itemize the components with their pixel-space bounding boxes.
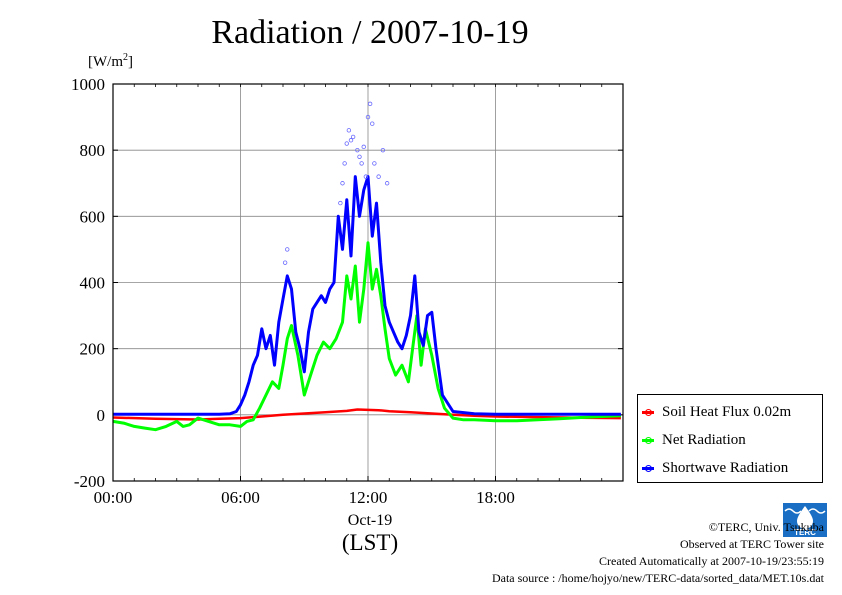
soil-heat-flux-line	[112, 408, 621, 421]
y-unit-sup: 2	[123, 52, 128, 63]
shortwave-scatter-point	[376, 174, 381, 179]
y-tick-label: 400	[80, 274, 106, 293]
net-radiation-line	[112, 241, 621, 432]
shortwave-scatter-point	[359, 161, 364, 166]
credit-site: Observed at TERC Tower site	[679, 537, 824, 551]
credit-source: Data source : /home/hojyo/new/TERC-data/…	[491, 571, 824, 585]
shortwave-scatter-point	[285, 247, 290, 252]
legend-swatch-soil-heat-flux	[642, 408, 654, 416]
shortwave-scatter-point	[340, 181, 345, 186]
shortwave-scatter-point	[372, 161, 377, 166]
y-unit-end: ]	[128, 54, 133, 70]
terc-logo-icon: TERC	[783, 503, 827, 537]
shortwave-scatter-point	[282, 260, 288, 265]
shortwave-scatter-point	[384, 181, 390, 186]
x-tick-label: 00:00	[94, 488, 133, 507]
shortwave-scatter-point	[365, 114, 371, 120]
y-tick-label: -200	[74, 472, 105, 491]
y-tick-label: 0	[97, 406, 106, 425]
x-tick-label: 12:00	[349, 488, 388, 507]
legend-item-soil-heat-flux: Soil Heat Flux 0.02m	[642, 401, 791, 423]
shortwave-scatter-point	[380, 147, 386, 153]
y-tick-label: 800	[80, 141, 106, 160]
y-tick-label: 200	[80, 340, 106, 359]
shortwave-scatter-point	[342, 161, 347, 166]
credit-created: Created Automatically at 2007-10-19/23:5…	[599, 554, 824, 568]
x-tick-label: 18:00	[476, 488, 515, 507]
shortwave-scatter-point	[370, 121, 375, 126]
shortwave-scatter-point	[348, 138, 354, 143]
chart-legend: Soil Heat Flux 0.02m Net Radiation Short…	[637, 394, 823, 483]
plot-frame	[112, 83, 624, 482]
credit-copyright: ©TERC, Univ. Tsukuba	[708, 520, 824, 534]
y-unit-base: [W/m	[88, 54, 123, 70]
shortwave-radiation-line	[113, 175, 621, 416]
y-tick-label: 1000	[71, 75, 105, 94]
shortwave-scatter-point	[363, 174, 369, 179]
shortwave-scatter-point	[338, 200, 343, 206]
shortwave-scatter-point	[357, 154, 362, 159]
credits: ©TERC, Univ. Tsukuba Observed at TERC To…	[492, 519, 824, 587]
legend-item-net-radiation: Net Radiation	[642, 429, 746, 451]
x-axis-label: (LST)	[341, 530, 399, 555]
x-tick-label: 06:00	[221, 488, 260, 507]
legend-item-shortwave-radiation: Shortwave Radiation	[642, 457, 788, 479]
y-axis-unit-label: [W/m2]	[88, 52, 133, 71]
legend-swatch-net-radiation	[642, 436, 654, 444]
shortwave-scatter-point	[361, 144, 366, 150]
shortwave-scatter-point	[367, 101, 373, 107]
shortwave-scatter-point	[355, 147, 360, 153]
y-tick-label: 600	[80, 207, 106, 226]
legend-label-soil-heat-flux: Soil Heat Flux 0.02m	[662, 403, 792, 420]
shortwave-scatter-point	[350, 134, 356, 140]
x-axis-date-label: Oct-19	[347, 512, 393, 529]
logo-text: TERC	[794, 528, 816, 537]
legend-swatch-shortwave-radiation	[642, 464, 654, 472]
shortwave-scatter-point	[344, 141, 349, 146]
chart-title: Radiation / 2007-10-19	[211, 14, 529, 51]
legend-label-shortwave-radiation: Shortwave Radiation	[662, 459, 789, 476]
shortwave-scatter-point	[346, 128, 352, 133]
legend-label-net-radiation: Net Radiation	[662, 431, 746, 448]
